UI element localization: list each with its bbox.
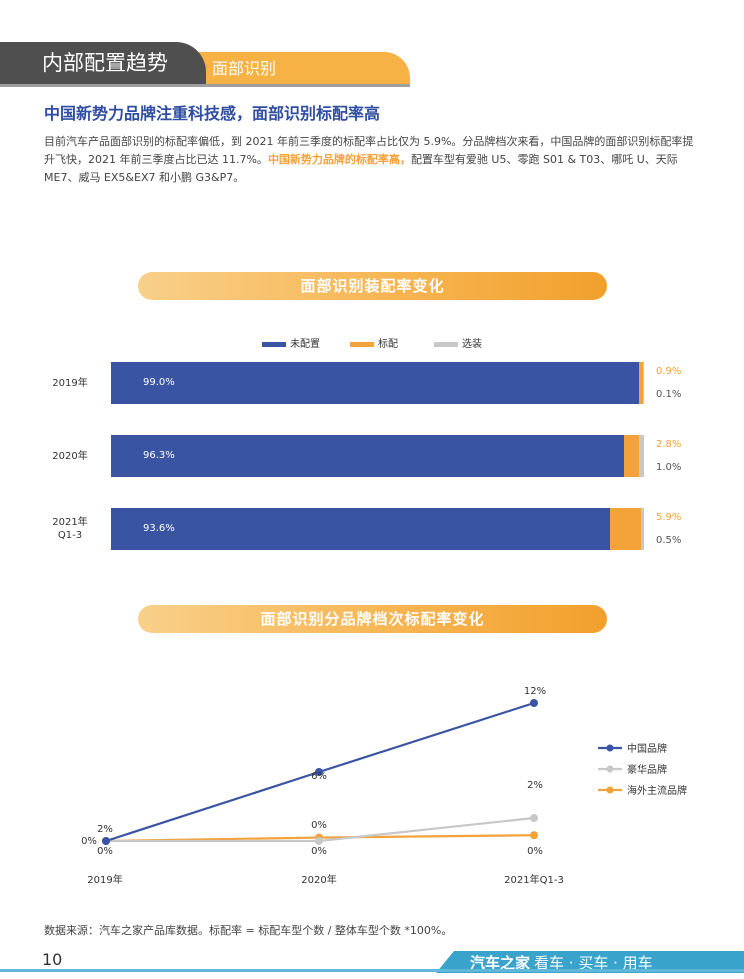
- legend-item-unequipped: 未配置: [262, 335, 320, 350]
- bar-segment-optional: [643, 362, 644, 404]
- legend-swatch: [434, 341, 458, 347]
- data-label-unequipped: 93.6%: [143, 523, 175, 534]
- stacked-bar: [111, 435, 644, 477]
- bar-segment-unequipped: [111, 435, 624, 477]
- legend-label: 未配置: [290, 339, 320, 350]
- data-point-luxury-brand: [530, 814, 538, 822]
- data-source-note: 数据来源：汽车之家产品库数据。标配率 = 标配车型个数 / 整体车型个数 *10…: [44, 924, 453, 937]
- data-point-overseas-brand: [530, 831, 538, 840]
- data-label-luxury-brand: 2%: [97, 824, 113, 835]
- data-point-china-brand: [102, 837, 110, 845]
- intro-paragraph: 目前汽车产品面部识别的标配率偏低，到 2021 年前三季度的标配率占比仅为 5.…: [44, 133, 704, 187]
- chart2-title: 面部识别分品牌档次标配率变化: [138, 605, 607, 633]
- intro-text-1: 目前汽车产品面部识别的标配率偏低，到 2021 年前三季度的标配率占比仅为 5.…: [44, 135, 694, 166]
- data-label-overseas-brand: 0%: [97, 846, 113, 857]
- data-label-unequipped: 96.3%: [143, 450, 175, 461]
- data-label-china-brand: 6%: [311, 771, 327, 782]
- x-tick-label: 2021年Q1-3: [504, 873, 564, 886]
- x-tick-label: 2020年: [301, 873, 336, 886]
- data-label-optional: 0.5%: [656, 535, 682, 546]
- chart1-title: 面部识别装配率变化: [138, 272, 607, 300]
- data-point-china-brand: [530, 699, 538, 707]
- x-tick-label: 2019年: [87, 873, 122, 886]
- intro-text-2: 配置车型有爱驰 U5、零跑 S01 & T03、哪吒 U、天际 ME7、威马 E…: [44, 153, 678, 184]
- bar-segment-optional: [641, 508, 644, 550]
- footer-band: [436, 951, 744, 973]
- data-label-optional: 1.0%: [656, 462, 682, 473]
- legend-swatch: [350, 341, 374, 347]
- data-label-overseas-brand: 0%: [527, 846, 543, 857]
- data-label-luxury-brand: 0%: [311, 820, 327, 831]
- legend-label: 标配: [378, 339, 398, 350]
- stacked-bar: [111, 362, 644, 404]
- data-label-luxury-brand: 2%: [527, 780, 543, 791]
- legend-label-china-brand: 中国品牌: [627, 742, 667, 755]
- data-label-unequipped: 99.0%: [143, 377, 175, 388]
- brand-logo-text: 汽车之家: [470, 954, 531, 972]
- category-label: 2021年 Q1-3: [40, 516, 100, 542]
- legend-item-optional: 选装: [434, 335, 482, 350]
- subsection-title: 面部识别: [184, 52, 410, 84]
- category-label-line: 2020年: [52, 450, 88, 462]
- legend-marker-china-brand: [606, 744, 614, 752]
- bar-segment-unequipped: [111, 508, 610, 550]
- data-label-standard: 0.9%: [656, 366, 682, 377]
- legend-label-luxury-brand: 豪华品牌: [627, 763, 667, 776]
- page-headline: 中国新势力品牌注重科技感，面部识别标配率高: [44, 104, 381, 123]
- data-label-standard: 5.9%: [656, 512, 682, 523]
- legend-marker-luxury-brand: [606, 765, 614, 773]
- legend-swatch: [262, 341, 286, 347]
- legend-item-standard: 标配: [350, 335, 398, 350]
- footer-line: [0, 969, 744, 972]
- bar-segment-unequipped: [111, 362, 639, 404]
- header-underline: [0, 84, 410, 87]
- data-label-china-brand: 0%: [81, 836, 97, 847]
- bar-segment-standard: [623, 435, 639, 477]
- data-label-optional: 0.1%: [656, 389, 682, 400]
- legend-label-overseas-brand: 海外主流品牌: [627, 784, 687, 797]
- category-label: 2019年: [40, 377, 100, 390]
- bar-segment-standard: [609, 508, 642, 550]
- data-label-china-brand: 12%: [524, 686, 546, 697]
- page-number: 10: [42, 950, 63, 969]
- data-point-luxury-brand: [315, 837, 323, 845]
- section-header: 内部配置趋势 面部识别: [0, 42, 744, 87]
- category-label: 2020年: [40, 450, 100, 463]
- category-label-line: Q1-3: [57, 530, 83, 541]
- bar-segment-standard: [638, 362, 644, 404]
- legend-label: 选装: [462, 339, 482, 350]
- data-label-overseas-brand: 0%: [311, 846, 327, 857]
- category-label-line: 2021年: [52, 517, 88, 528]
- legend-marker-overseas-brand: [606, 786, 614, 794]
- brand-slogan: 看车 · 买车 · 用车: [534, 954, 653, 972]
- category-label-line: 2019年: [52, 377, 88, 389]
- data-label-standard: 2.8%: [656, 439, 682, 450]
- section-title: 内部配置趋势: [0, 42, 206, 84]
- stacked-bar: [111, 508, 644, 550]
- intro-highlight: 中国新势力品牌的标配率高，: [267, 153, 411, 166]
- bar-segment-optional: [638, 435, 644, 477]
- data-point-china-brand: [315, 768, 323, 776]
- footer-brand: 汽车之家 看车 · 买车 · 用车: [470, 952, 653, 973]
- line-chart: 0%6%12%2% 0%2%0% 0% 0%2019年 2020年 2021年Q1-3中国…: [81, 686, 687, 886]
